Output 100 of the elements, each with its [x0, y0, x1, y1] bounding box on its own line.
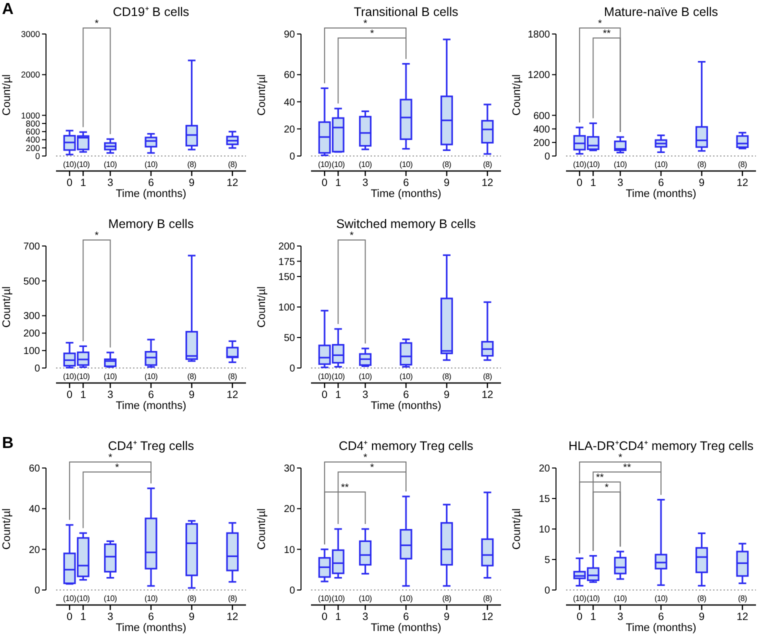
x-tick-label: 3: [617, 611, 624, 623]
y-tick-label: 30: [284, 464, 296, 474]
text: (10): [573, 594, 587, 603]
x-tick-label: 6: [403, 389, 410, 401]
chart-title: CD19⁺ B cells: [112, 5, 190, 19]
x-tick-label: 1: [80, 177, 86, 189]
x-tick-label: 6: [148, 177, 154, 189]
y-tick-label: 0: [34, 364, 40, 374]
annotation: *: [604, 482, 609, 494]
y-axis-title: Count/µl: [1, 74, 13, 116]
text: (8): [697, 160, 707, 169]
y-tick-label: 3000: [21, 28, 40, 39]
x-tick-label: 0: [66, 611, 73, 623]
y-tick-label: 400: [533, 124, 550, 136]
text: *: [363, 452, 368, 464]
text: (10): [332, 594, 346, 603]
x-tick-label: 6: [148, 389, 154, 401]
text: *: [94, 18, 99, 30]
y-tick-label: 200: [278, 242, 296, 252]
text: (10): [332, 372, 346, 381]
x-tick-label: 3: [362, 177, 368, 189]
y-axis-title: Count/µl: [511, 508, 523, 550]
text: (8): [187, 594, 197, 603]
y-axis-title: Count/µl: [1, 286, 13, 328]
y-tick-label: 300: [23, 311, 40, 322]
y-tick-label: 500: [23, 276, 40, 288]
x-tick-label: 3: [107, 177, 114, 189]
x-tick-label: 0: [66, 389, 73, 401]
x-tick-label: 1: [335, 177, 342, 189]
text: *: [108, 452, 112, 464]
text: *: [618, 452, 622, 464]
text: (10): [318, 160, 332, 169]
x-tick-label: 12: [482, 389, 494, 401]
x-tick-label: 9: [188, 389, 195, 401]
y-tick-label: 0: [289, 586, 296, 596]
x-axis-title: Time (months): [626, 188, 696, 200]
y-tick-label: 20: [284, 504, 296, 516]
x-tick-label: 9: [188, 611, 195, 623]
y-tick-label: 20: [538, 464, 550, 474]
y-tick-label: 0: [544, 152, 550, 162]
y-tick-label: 40: [284, 97, 296, 108]
x-tick-label: 3: [362, 389, 368, 401]
text: (10): [586, 160, 600, 169]
x-tick-label: 1: [335, 611, 342, 623]
x-tick-label: 9: [698, 611, 705, 623]
annotation: **: [596, 472, 604, 484]
text: (8): [228, 160, 238, 169]
text: (10): [63, 372, 77, 381]
text: (10): [358, 372, 372, 381]
text: (10): [318, 594, 332, 603]
text: (8): [442, 160, 452, 169]
x-tick-label: 3: [107, 611, 114, 623]
text: (10): [76, 160, 90, 169]
y-tick-label: 400: [26, 134, 40, 145]
chart-title: Transitional B cells: [354, 5, 458, 19]
x-tick-label: 12: [482, 177, 494, 189]
y-tick-label: 175: [278, 256, 296, 268]
x-tick-label: 1: [590, 611, 596, 623]
annotation: **: [341, 482, 349, 494]
x-tick-label: 0: [322, 389, 328, 401]
text: (10): [573, 160, 587, 169]
x-tick-label: 0: [322, 611, 328, 623]
y-tick-label: 0: [34, 586, 40, 596]
text: (8): [697, 594, 707, 603]
y-tick-label: 600: [533, 110, 550, 122]
x-tick-label: 9: [444, 611, 450, 623]
y-tick-label: 10: [538, 524, 550, 536]
x-tick-label: 9: [444, 177, 450, 189]
x-tick-label: 1: [590, 177, 596, 189]
y-axis-title: Count/µl: [511, 74, 523, 116]
x-axis-title: Time (months): [626, 622, 696, 634]
text: (8): [482, 372, 492, 381]
y-tick-label: 200: [533, 138, 550, 149]
text: (10): [104, 594, 118, 603]
text: (10): [76, 372, 90, 381]
x-axis-title: Time (months): [116, 400, 186, 412]
text: *: [598, 18, 602, 30]
x-tick-label: 3: [107, 389, 114, 401]
y-tick-label: 200: [26, 142, 40, 153]
text: (10): [399, 160, 414, 169]
text: (8): [228, 594, 238, 603]
text: (10): [614, 594, 628, 603]
y-tick-label: 0: [289, 364, 296, 374]
x-tick-label: 0: [576, 611, 583, 623]
y-tick-label: 60: [284, 70, 296, 82]
text: (10): [63, 594, 77, 603]
text: (10): [358, 594, 372, 603]
y-tick-label: 60: [28, 464, 40, 474]
text: (10): [654, 594, 668, 603]
y-tick-label: 200: [23, 328, 40, 340]
y-axis-title: Count/µl: [256, 286, 268, 328]
y-tick-label: 100: [278, 302, 296, 314]
text: (10): [614, 160, 628, 169]
y-tick-label: 1000: [21, 110, 40, 120]
annotation: **: [602, 28, 611, 40]
chart-title: HLA-DR⁺CD4⁺ memory Treg cells: [568, 439, 754, 453]
text: (8): [482, 594, 492, 603]
text: *: [363, 18, 368, 30]
y-tick-label: 40: [28, 504, 40, 516]
x-tick-label: 12: [482, 611, 494, 623]
